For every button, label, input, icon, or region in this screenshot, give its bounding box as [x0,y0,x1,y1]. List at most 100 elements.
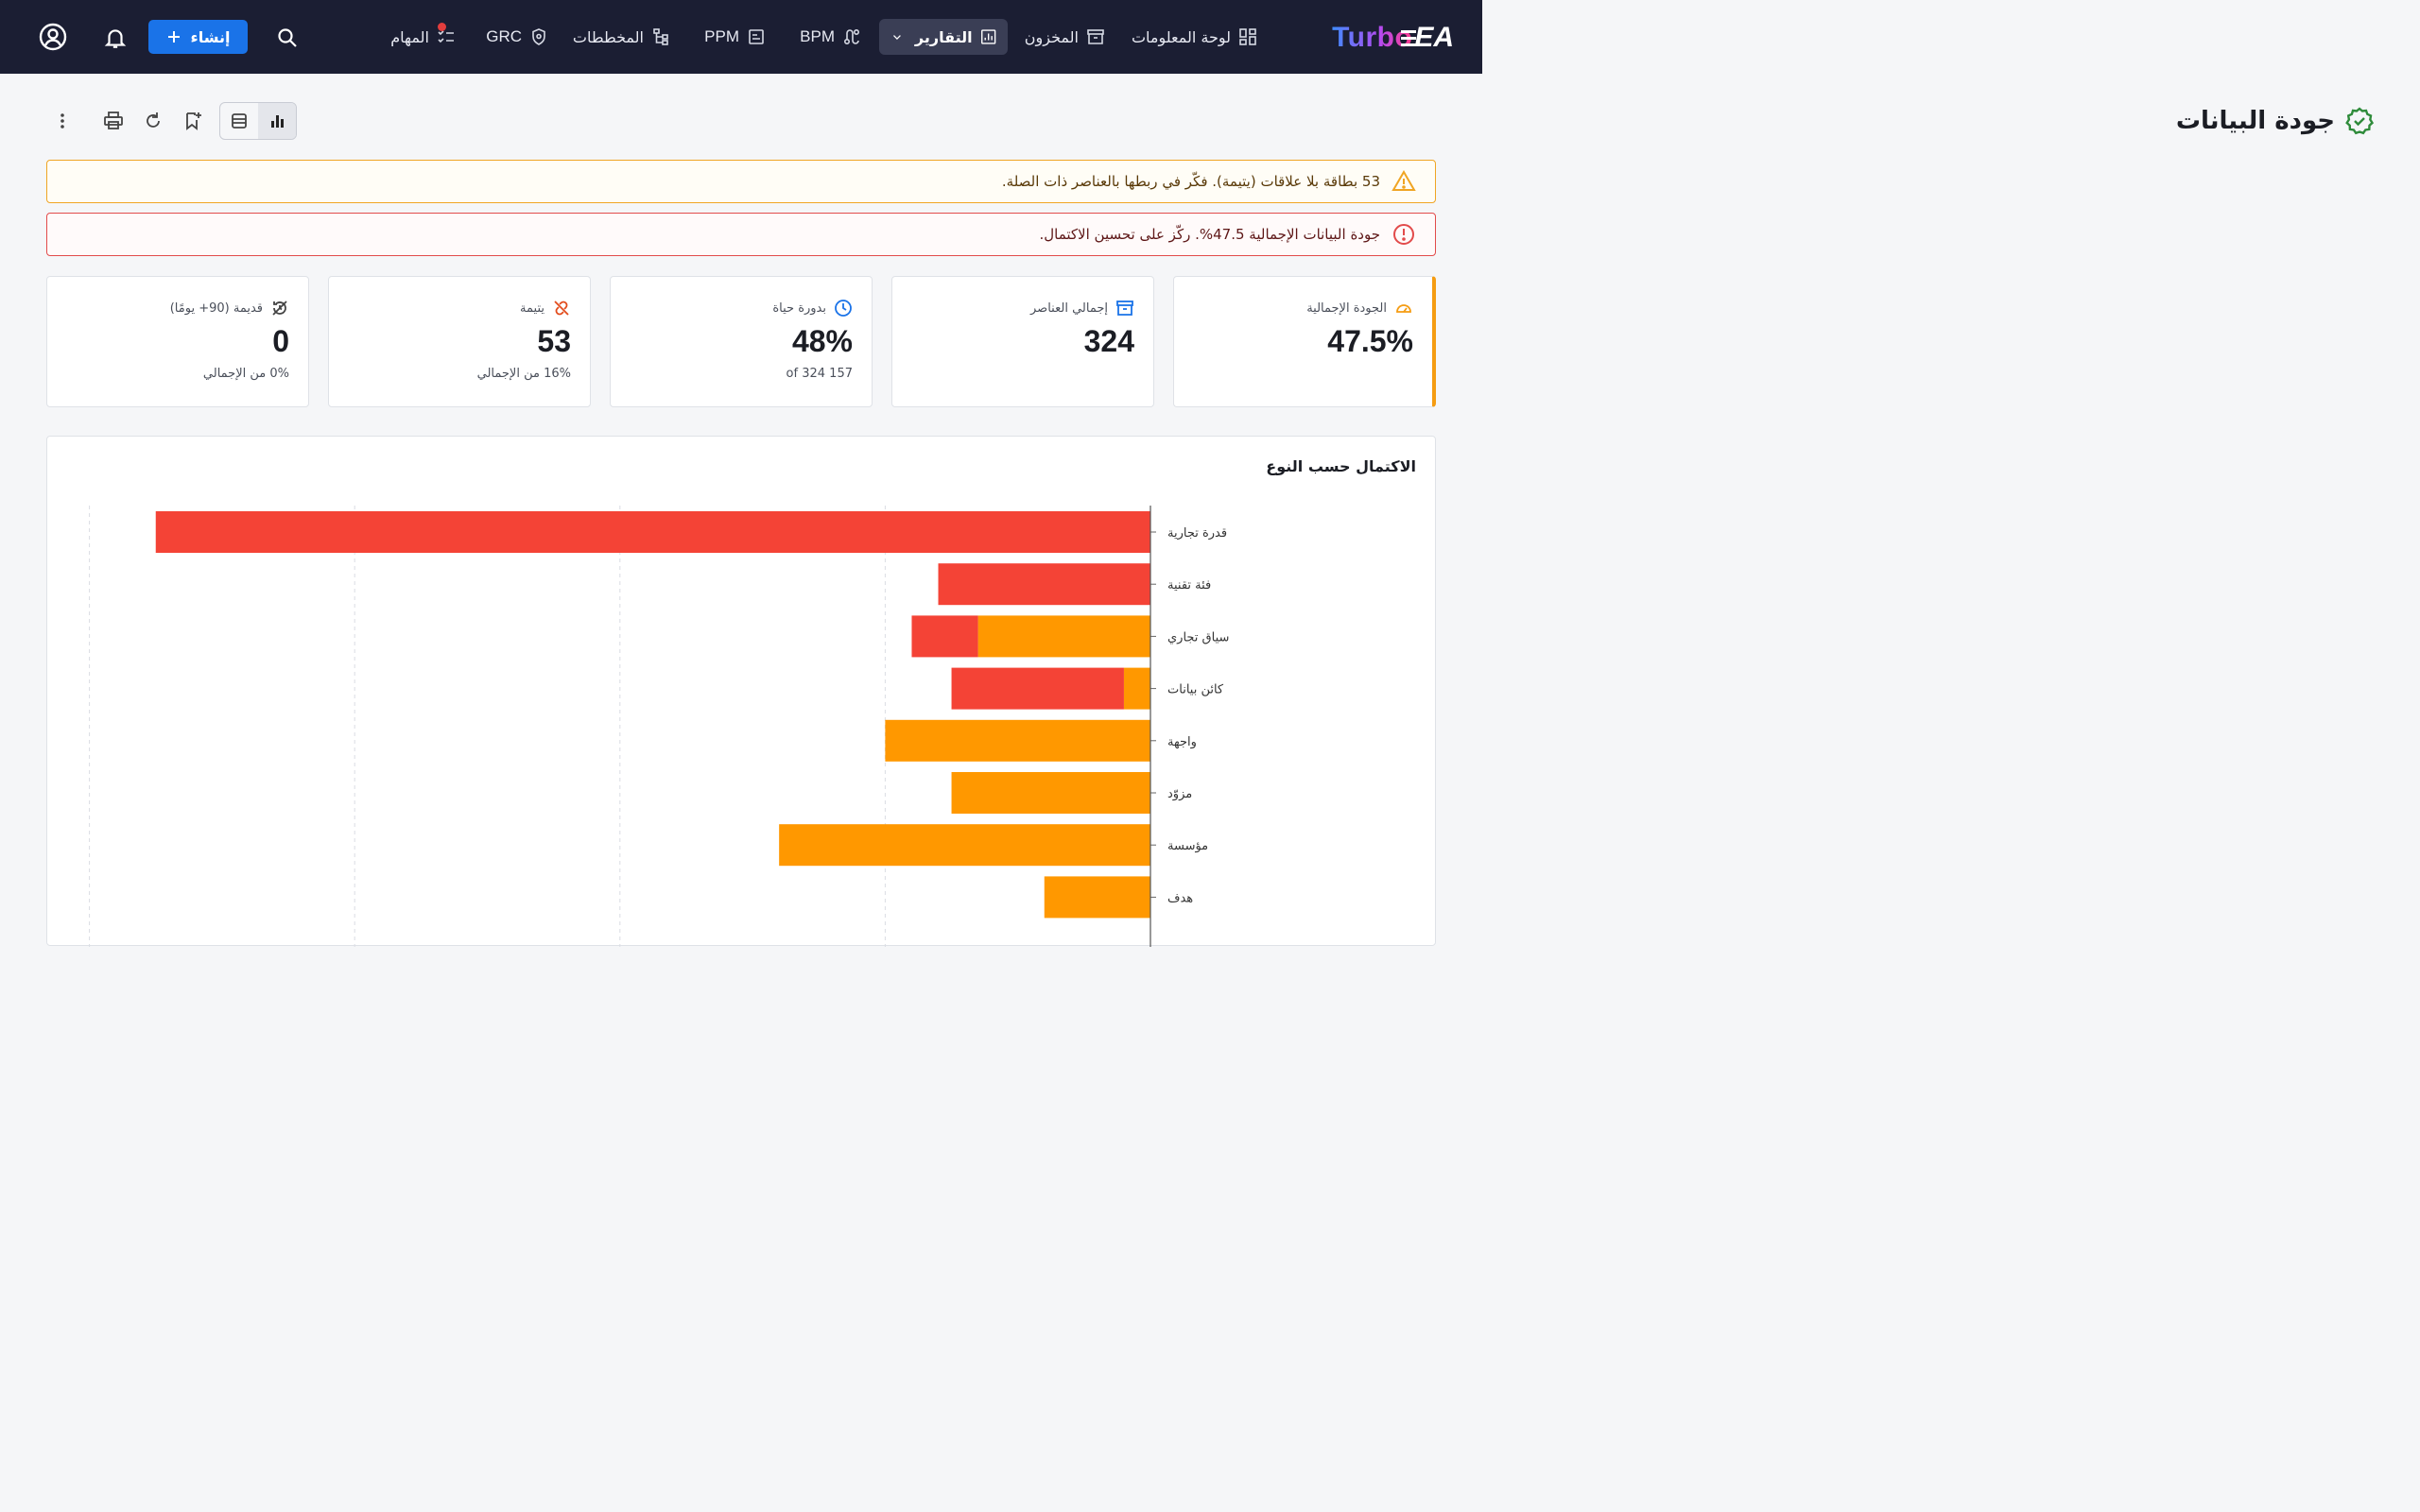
save-bookmark-button[interactable] [180,108,206,134]
bar-segment[interactable] [938,563,1150,606]
error-circle-icon [1393,224,1414,245]
process-flow-icon [843,28,860,45]
kpi-card-overall-quality: الجودة الإجمالية 47.5% [1173,276,1436,407]
logo-text-turbo: Turbo [1332,22,1413,53]
report-chart-icon [980,29,995,44]
nav-dashboard-label: لوحة المعلومات [1131,27,1231,46]
nav-grc-label: GRC [486,27,522,45]
nav-diagrams[interactable]: المخططات [562,19,682,55]
kpi-card-orphans: يتيمة 53 16% من الإجمالي [328,276,591,407]
bar-chart-icon [271,115,284,128]
kpi-lifecycle-sub: 157 of 324 [786,367,853,381]
category-tick-label: مؤسسة [1167,839,1208,853]
nav-diagrams-label: المخططات [572,27,644,46]
category-tick-label: مزوّد [1167,787,1192,801]
category-tick-label: واجهة [1167,735,1197,749]
dashboard-grid-icon [1239,28,1256,45]
bar-segment[interactable] [779,824,1150,867]
chevron-down-icon [893,35,901,40]
category-tick-label: قدرة تجارية [1167,526,1227,541]
kpi-card-total-items: إجمالي العناصر 324 [891,276,1154,407]
search-icon [278,28,297,47]
logo-text-ea: EA [1401,22,1454,53]
archive-box-icon [1087,29,1104,44]
print-button[interactable] [100,108,127,134]
kpi-label-row: يتيمة [348,298,571,318]
nav-inventory[interactable]: المخزون [1013,19,1116,55]
print-icon [104,112,123,129]
more-options-button[interactable] [49,108,76,134]
bar-segment[interactable] [951,772,1150,814]
bell-icon [104,29,127,48]
category-tick-label: كائن بيانات [1167,683,1224,697]
kpi-label-row: إجمالي العناصر [911,298,1134,318]
bar-segment[interactable] [1044,876,1150,919]
more-vertical-icon [60,113,64,129]
nav-ppm-label: PPM [704,27,739,45]
bookmark-add-icon [186,112,201,130]
kpi-total-value: 324 [1083,324,1134,358]
bar-segment[interactable] [951,667,1124,710]
clock-icon [835,300,852,317]
kpi-lifecycle-value: 48% [791,324,853,358]
turbo-ea-logo[interactable]: Turbo EA [1332,19,1454,57]
user-account-button[interactable] [36,20,70,54]
chart-view-button[interactable] [258,103,296,139]
kpi-overall-label: الجودة الإجمالية [1306,301,1387,316]
bar-segment[interactable] [911,615,978,658]
kpi-orphans-value: 53 [537,324,571,358]
nav-ppm[interactable]: PPM [693,19,777,55]
category-tick-label: هدف [1167,891,1193,905]
nav-reports-label: التقارير [914,27,973,46]
shield-icon [532,28,545,45]
nav-bpm-label: BPM [800,27,835,45]
search-button[interactable] [274,25,301,51]
kpi-overall-value: 47.5% [1327,324,1413,358]
nav-bpm[interactable]: BPM [788,19,873,55]
table-icon [232,113,247,129]
nav-reports[interactable]: التقارير [879,19,1008,55]
kpi-label-row: قديمة (90+ يومًا) [66,298,289,318]
task-checklist-icon [438,30,454,43]
warning-triangle-icon [1392,170,1416,191]
nav-inventory-label: المخزون [1024,27,1079,46]
completeness-bar-chart: قدرة تجارية فئة تقنية سياق تجاري كائن بيانا… [89,506,1229,947]
bar-segment[interactable] [155,511,1150,553]
create-button[interactable]: إنشاء [148,20,248,54]
kpi-lifecycle-label: بدورة حياة [772,301,826,316]
project-board-icon [749,29,764,44]
orphan-warning-text: 53 بطاقة بلا علاقات (يتيمة). فكّر في ربط… [1001,173,1380,190]
kpi-total-label: إجمالي العناصر [1030,301,1108,316]
quality-error-text: جودة البيانات الإجمالية 47.5%. ركّز على … [1039,226,1380,243]
completeness-chart-panel: الاكتمال حسب النوع قدرة تجارية فئة تقنية س… [46,436,1436,947]
notifications-button[interactable] [100,23,130,53]
speedometer-icon [1396,304,1411,313]
bar-segment[interactable] [885,719,1150,762]
nav-tasks[interactable]: المهام [379,19,467,55]
table-view-button[interactable] [220,103,258,139]
diagram-tree-icon [653,28,668,45]
kpi-stale-sub: 0% من الإجمالي [202,367,289,381]
quality-error-alert: جودة البيانات الإجمالية 47.5%. ركّز على … [46,213,1436,256]
refresh-icon [147,112,160,128]
nav-grc[interactable]: GRC [475,19,560,55]
plus-icon [167,31,180,43]
view-mode-toggle [219,102,297,140]
kpi-label-row: بدورة حياة [630,298,853,318]
orphan-warning-alert: 53 بطاقة بلا علاقات (يتيمة). فكّر في ربط… [46,160,1436,203]
category-tick-label: سياق تجاري [1167,630,1229,644]
kpi-orphans-sub: 16% من الإجمالي [476,367,571,381]
refresh-button[interactable] [140,108,166,134]
nav-dashboard[interactable]: لوحة المعلومات [1120,19,1269,55]
bar-segment[interactable] [1123,667,1150,710]
bar-segment[interactable] [977,615,1150,658]
chart-title: الاكتمال حسب النوع [1266,457,1416,475]
verified-badge-icon [2345,107,2375,135]
kpi-card-lifecycle: بدورة حياة 48% 157 of 324 [610,276,873,407]
page-title: جودة البيانات [2176,102,2375,140]
user-circle-icon [39,23,67,51]
kpi-stale-value: 0 [272,324,289,358]
kpi-card-stale: قديمة (90+ يومًا) 0 0% من الإجمالي [46,276,309,407]
report-toolbar [49,102,297,140]
create-button-label: إنشاء [190,27,231,46]
